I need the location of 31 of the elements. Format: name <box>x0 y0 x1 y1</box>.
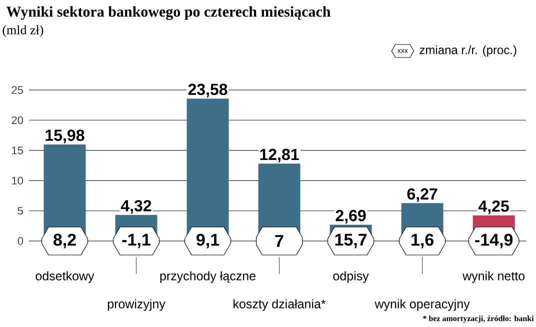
data-label: 23,58 <box>188 84 228 98</box>
annotation: -14,9 <box>475 234 513 248</box>
data-label: 4,32 <box>120 200 152 214</box>
data-label: 15,98 <box>46 130 84 144</box>
y-tick-label: 15 <box>12 146 23 154</box>
annotation: 8,2 <box>53 234 76 248</box>
y-tick-label: 20 <box>12 116 24 124</box>
annotation: -1,1 <box>122 234 150 248</box>
x-tick-label: wynik operacyjny <box>374 299 470 311</box>
x-tick-label: odsetkowy <box>36 271 94 283</box>
data-label: 2,69 <box>336 210 366 224</box>
annotation: 9,1 <box>196 234 220 248</box>
x-tick-label: wynik netto <box>462 271 525 283</box>
y-tick-label: 0 <box>18 237 24 245</box>
data-label: 4,25 <box>478 200 509 214</box>
data-label: 12,81 <box>260 148 299 162</box>
x-tick-label: koszty działania* <box>234 299 326 311</box>
y-tick-label: 10 <box>12 176 24 184</box>
x-tick-label: przychody łączne <box>160 271 256 283</box>
data-label: 6,27 <box>407 188 438 202</box>
text: zmiana r./r. (proc.) <box>420 45 516 57</box>
chart-subtitle: (mld zł) <box>2 25 44 37</box>
chart-title: Wyniki sektora bankowego po czterech miesiącach <box>6 6 331 20</box>
annotation: 15,7 <box>335 234 367 248</box>
y-tick-label: 5 <box>18 206 23 215</box>
text: * bez amortyzacji, źródło: banki <box>423 316 534 323</box>
x-tick-label: odpisy <box>333 271 369 283</box>
y-tick-label: 25 <box>12 86 23 94</box>
annotation: 1,6 <box>412 234 434 248</box>
annotation: 7 <box>275 235 284 247</box>
x-tick-label: prowizyjny <box>108 299 166 311</box>
